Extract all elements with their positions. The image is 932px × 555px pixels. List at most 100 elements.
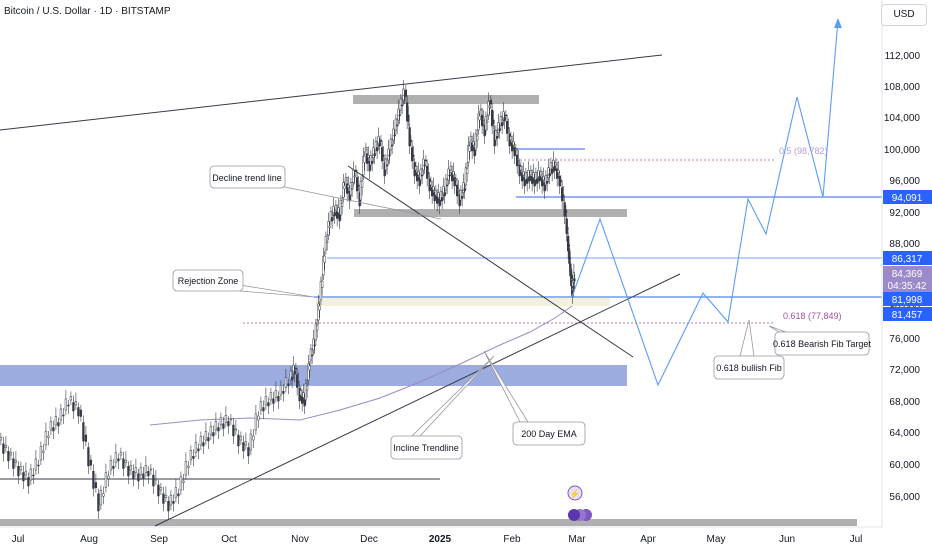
candle-body (359, 181, 363, 201)
candle-body (224, 415, 228, 423)
candle-body (356, 177, 359, 192)
candle-body (437, 192, 440, 198)
lightning-icon[interactable] (567, 485, 583, 501)
candle-body (479, 108, 483, 111)
candle-body (249, 433, 253, 451)
candle-body (497, 122, 500, 133)
candle-body (182, 480, 185, 483)
x-tick-label: Feb (503, 534, 521, 545)
candle-body (77, 407, 80, 417)
x-tick-label: Aug (80, 534, 98, 545)
candle-body (19, 466, 23, 471)
candle-body (119, 452, 123, 456)
candle-body (477, 113, 480, 131)
candle-body (369, 155, 373, 166)
x-tick-label: May (707, 534, 726, 545)
candle-body (257, 415, 260, 421)
candle-body (513, 147, 516, 157)
y-tick-label: 88,000 (889, 239, 920, 250)
callout-bearish-fib-target[interactable]: 0.618 Bearish Fib Target (768, 325, 871, 356)
candle-body (474, 133, 478, 151)
candle-body (299, 390, 303, 396)
candle-body (194, 442, 198, 453)
x-tick-label: Mar (568, 534, 586, 545)
candle-body (69, 396, 73, 401)
candle-body (347, 185, 350, 188)
candle-body (134, 467, 138, 473)
candle-body (34, 458, 38, 471)
candle-body (157, 484, 160, 497)
candle-body (94, 482, 98, 488)
candle-body (487, 101, 490, 116)
candle-body (311, 354, 314, 357)
candle-body (483, 124, 486, 137)
candle-body (39, 446, 43, 461)
candle-body (199, 436, 203, 446)
candle-body (102, 493, 105, 497)
callout-200-day-ema[interactable]: 200 Day EMA (483, 350, 586, 446)
candle-body (214, 421, 218, 431)
candle-body (124, 460, 128, 463)
candle-body (536, 178, 539, 184)
candle-body (227, 421, 230, 427)
candle-body (47, 435, 50, 438)
currency-button[interactable]: USD (881, 4, 927, 26)
x-tick-label: Dec (360, 534, 378, 545)
candle-body (374, 141, 378, 151)
candle-body (382, 154, 385, 157)
candle-body (363, 155, 366, 163)
candle-body (333, 212, 336, 217)
x-tick-label: Jun (779, 534, 795, 545)
y-tick-label: 56,000 (889, 492, 920, 503)
candle-body (528, 176, 531, 182)
candle-body (504, 114, 508, 117)
candle-body (452, 171, 455, 176)
event-icons[interactable]: ⚡ (567, 485, 592, 521)
candle-body (22, 472, 25, 482)
candle-body (526, 178, 529, 184)
candles (0, 80, 576, 519)
candle-body (348, 191, 351, 202)
candle-body (398, 114, 401, 117)
candle-body (172, 501, 175, 504)
candle-body (189, 450, 193, 461)
candle-body (337, 207, 340, 213)
candle-body (546, 181, 549, 184)
candle-body (431, 187, 434, 197)
candle-body (456, 184, 459, 197)
candle-body (562, 194, 565, 197)
bullish-fib-label: 0.618 bullish Fib (716, 363, 782, 373)
candle-body (539, 171, 543, 176)
x-tick-label: Jul (850, 534, 863, 545)
flag-icon[interactable] (568, 509, 580, 521)
candle-body (361, 180, 364, 188)
candle-body (409, 139, 413, 142)
candle-body (429, 181, 433, 186)
candle-body (109, 460, 113, 471)
candle-body (561, 187, 564, 202)
candle-body (443, 192, 446, 197)
candle-body (339, 200, 343, 216)
candle-body (209, 426, 213, 436)
candle-body (99, 490, 103, 506)
fib-0618-label: 0.618 (77,849) (783, 311, 842, 321)
y-tick-label: 112,000 (885, 51, 921, 62)
candle-body (447, 168, 450, 181)
callout-incline-trendline[interactable]: Incline Trendline (390, 355, 495, 460)
candle-body (519, 166, 523, 171)
svg-text:⚡: ⚡ (569, 488, 580, 500)
candle-body (2, 443, 5, 454)
candle-body (427, 172, 430, 174)
callout-rejection-zone[interactable]: Rejection Zone (172, 269, 315, 298)
callout-bullish-fib[interactable]: 0.618 bullish Fib (713, 319, 785, 380)
candle-body (462, 182, 465, 193)
candle-body (566, 227, 569, 231)
projection-arrowhead (834, 18, 842, 28)
candle-body (366, 153, 369, 164)
callout-decline-trend-line[interactable]: Decline trend line (209, 165, 442, 220)
candle-body (549, 162, 553, 171)
candle-body (14, 460, 18, 463)
candle-body (423, 164, 426, 167)
